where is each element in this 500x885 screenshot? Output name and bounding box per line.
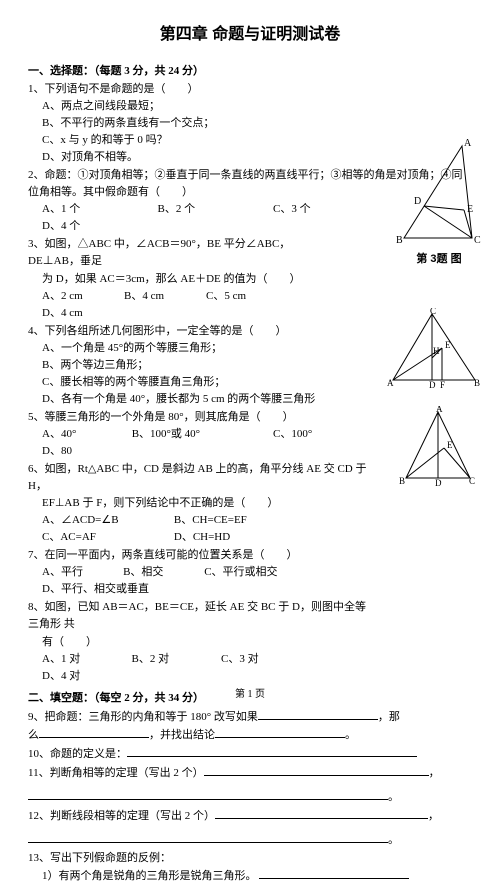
- q13-p2: 1）有两个角是锐角的三角形是锐角三角形。: [42, 870, 257, 882]
- q11-p1: 11、判断角相等的定理（写出 2 个）: [28, 767, 204, 779]
- q6-l2: EF⊥AB 于 F，则下列结论中不正确的是（ ）: [42, 495, 368, 512]
- fig6-label-b: B: [474, 378, 480, 388]
- q3: 3、如图，△ABC 中，∠ACB＝90°，BE 平分∠ABC，DE⊥AB，垂足 …: [28, 236, 338, 321]
- page-footer: 第 1 页: [0, 685, 500, 700]
- q8-l2: 有（ ）: [42, 634, 368, 651]
- q8-opt-a: A、1 对: [42, 651, 132, 668]
- q8-opt-d: D、4 对: [42, 668, 132, 685]
- q3-opt-a: A、2 cm: [42, 288, 124, 305]
- q7-opt-b: B、相交: [123, 564, 204, 581]
- q1-opt-a: A、两点之间线段最短；: [42, 98, 265, 115]
- q9-p2: ，那: [378, 711, 400, 723]
- q13: 13、写出下列假命题的反例： 1）有两个角是锐角的三角形是锐角三角形。: [28, 850, 472, 885]
- q3-opt-c: C、5 cm: [206, 288, 288, 305]
- q5-opt-c: C、100°: [273, 426, 389, 443]
- fig8-label-b: B: [399, 476, 405, 486]
- q6-l1: 6、如图，Rt△ABC 中，CD 是斜边 AB 上的高，角平分线 AE 交 CD…: [28, 461, 368, 495]
- q11-p2: ，: [429, 767, 440, 779]
- q3-opt-b: B、4 cm: [124, 288, 206, 305]
- fig8-label-d: D: [435, 478, 442, 486]
- q11-p3: 。: [388, 791, 399, 803]
- q3-l2: 为 D，如果 AC＝3cm，那么 AE＋DE 的值为（ ）: [42, 271, 338, 288]
- q10-blank: [127, 745, 417, 757]
- q4: 4、下列各组所述几何图形中，一定全等的是（ ） A、一个角是 45°的两个等腰三…: [28, 323, 338, 408]
- q9-blank-2: [39, 726, 149, 738]
- section-1-head: 一、选择题：（每题 3 分，共 24 分）: [28, 62, 472, 78]
- fig8-label-c: C: [469, 476, 475, 486]
- q8-opt-c: C、3 对: [221, 651, 311, 668]
- q6-opt-a: A、∠ACD=∠B: [42, 512, 174, 529]
- q12-blank-2: [28, 831, 388, 843]
- q13-blank: [259, 867, 409, 879]
- fig3-label-e: E: [467, 204, 473, 215]
- figure-q8: A B C D E: [398, 406, 478, 486]
- q5-opt-b: B、100°或 40°: [132, 426, 273, 443]
- fig6-label-a: A: [387, 378, 394, 388]
- q2-opt-a: A、1 个: [42, 201, 158, 218]
- q3-l1: 3、如图，△ABC 中，∠ACB＝90°，BE 平分∠ABC，DE⊥AB，垂足: [28, 236, 338, 270]
- q10: 10、命题的定义是：: [28, 745, 472, 763]
- page-title: 第四章 命题与证明测试卷: [28, 20, 472, 44]
- q6-opt-d: D、CH=HD: [174, 529, 361, 546]
- q2-opt-b: B、2 个: [158, 201, 274, 218]
- q8-opt-b: B、2 对: [132, 651, 222, 668]
- q1-opt-b: B、不平行的两条直线有一个交点；: [42, 115, 265, 132]
- q6-opt-b: B、CH=CE=EF: [174, 512, 361, 529]
- fig3-label-d: D: [414, 196, 421, 207]
- q7-opt-a: A、平行: [42, 564, 123, 581]
- q4-opt-a: A、一个角是 45°的两个等腰三角形；: [42, 340, 338, 357]
- q2-opt-d: D、4 个: [42, 218, 158, 235]
- fig8-label-e: E: [447, 440, 453, 450]
- fig3-label-b: B: [396, 235, 403, 246]
- fig6-label-e: E: [445, 340, 451, 350]
- q12: 12、判断线段相等的定理（写出 2 个） ， 。: [28, 807, 472, 849]
- q6: 6、如图，Rt△ABC 中，CD 是斜边 AB 上的高，角平分线 AE 交 CD…: [28, 461, 368, 546]
- q13-p1: 13、写出下列假命题的反例：: [28, 850, 472, 867]
- fig6-label-c: C: [430, 308, 436, 316]
- q1-opt-c: C、x 与 y 的和等于 0 吗？: [42, 132, 265, 149]
- q2-opt-c: C、3 个: [273, 201, 389, 218]
- q1-opt-d: D、对顶角不相等。: [42, 149, 265, 166]
- fig3-caption: 第 3题 图: [394, 250, 484, 266]
- q8-l1: 8、如图，已知 AB＝AC，BE＝CE，延长 AE 交 BC 于 D，则图中全等…: [28, 599, 368, 633]
- q5-opt-d: D、80: [42, 443, 136, 460]
- q11-blank-2: [28, 788, 388, 800]
- q4-stem: 4、下列各组所述几何图形中，一定全等的是（ ）: [28, 323, 338, 340]
- q9-blank-3: [215, 726, 345, 738]
- fig3-label-a: A: [464, 138, 472, 149]
- q4-opt-b: B、两个等边三角形；: [42, 357, 338, 374]
- q10-stem: 10、命题的定义是：: [28, 748, 127, 760]
- q7-opt-d: D、平行、相交或垂直: [42, 581, 205, 598]
- q4-opt-c: C、腰长相等的两个等腰直角三角形；: [42, 374, 338, 391]
- q11-blank-1: [204, 764, 429, 776]
- q7: 7、在同一平面内，两条直线可能的位置关系是（ ） A、平行 B、相交 C、平行或…: [28, 547, 472, 598]
- page: 第四章 命题与证明测试卷 一、选择题：（每题 3 分，共 24 分） 1、下列语…: [0, 0, 500, 706]
- q7-opt-c: C、平行或相交: [204, 564, 328, 581]
- figure-q6: A B C D E F H: [387, 308, 482, 388]
- q9-blank-1: [258, 708, 378, 720]
- q3-opt-d: D、4 cm: [42, 305, 124, 322]
- fig6-label-d: D: [429, 380, 436, 388]
- fig6-label-h: H: [433, 346, 440, 356]
- q6-opt-c: C、AC=AF: [42, 529, 174, 546]
- q12-blank-1: [215, 807, 428, 819]
- q7-stem: 7、在同一平面内，两条直线可能的位置关系是（ ）: [28, 547, 472, 564]
- q9-p1: 9、把命题：三角形的内角和等于 180° 改写如果: [28, 711, 258, 723]
- fig3-label-c: C: [474, 235, 481, 246]
- q11: 11、判断角相等的定理（写出 2 个） ， 。: [28, 764, 472, 806]
- q9-p4: ，并找出结论: [149, 729, 215, 741]
- q5-opt-a: A、40°: [42, 426, 132, 443]
- q12-p2: ，: [428, 810, 439, 822]
- figure-q3: A B C D E 第 3题 图: [394, 138, 484, 266]
- q1-stem: 1、下列语句不是命题的是（ ）: [28, 81, 472, 98]
- q9-p5: 。: [345, 729, 356, 741]
- q9-p3: 么: [28, 729, 39, 741]
- fig6-label-f: F: [440, 380, 445, 388]
- q8: 8、如图，已知 AB＝AC，BE＝CE，延长 AE 交 BC 于 D，则图中全等…: [28, 599, 368, 684]
- q12-p1: 12、判断线段相等的定理（写出 2 个）: [28, 810, 215, 822]
- fig8-label-a: A: [436, 406, 443, 414]
- q12-p3: 。: [388, 834, 399, 846]
- q4-opt-d: D、各有一个角是 40°，腰长都为 5 cm 的两个等腰三角形: [42, 391, 338, 408]
- q9: 9、把命题：三角形的内角和等于 180° 改写如果 ，那 么 ，并找出结论 。: [28, 708, 472, 744]
